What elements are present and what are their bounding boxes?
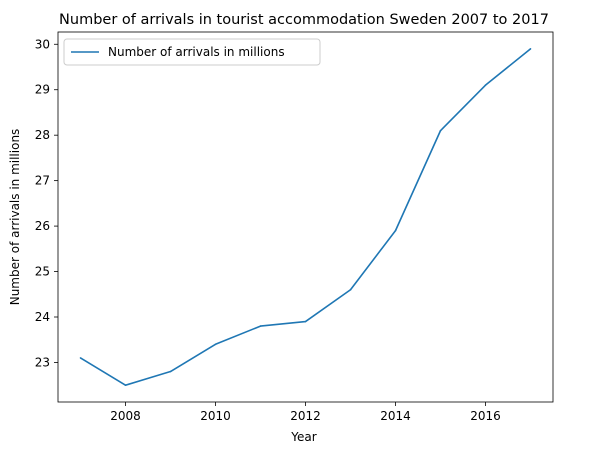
y-axis-label: Number of arrivals in millions bbox=[8, 129, 22, 306]
x-tick-label: 2010 bbox=[200, 409, 231, 423]
legend: Number of arrivals in millions bbox=[63, 38, 321, 66]
data-point bbox=[529, 48, 532, 50]
y-axis: 23 24 25 26 27 28 29 30 bbox=[35, 37, 58, 369]
data-point bbox=[124, 384, 127, 386]
x-tick-label: 2016 bbox=[470, 409, 501, 423]
x-axis-label: Year bbox=[290, 430, 316, 444]
y-tick-label: 29 bbox=[35, 83, 50, 97]
y-tick-label: 25 bbox=[35, 265, 50, 279]
y-tick-label: 27 bbox=[35, 174, 50, 188]
legend-box bbox=[63, 38, 321, 66]
x-tick-label: 2014 bbox=[380, 409, 411, 423]
data-point bbox=[349, 288, 352, 291]
x-tick-label: 2012 bbox=[290, 409, 321, 423]
y-tick-label: 24 bbox=[35, 310, 50, 324]
legend-label: Number of arrivals in millions bbox=[108, 45, 285, 59]
chart-title: Number of arrivals in tourist accommodat… bbox=[59, 12, 549, 28]
x-axis: 2008 2010 2012 2014 2016 bbox=[110, 402, 501, 423]
series-line bbox=[80, 48, 532, 386]
data-point bbox=[214, 343, 217, 346]
plot-area bbox=[57, 31, 554, 403]
data-point bbox=[259, 325, 262, 327]
data-point bbox=[484, 84, 487, 86]
data-point bbox=[304, 320, 307, 323]
y-tick-label: 28 bbox=[35, 128, 50, 142]
data-point bbox=[169, 370, 172, 373]
y-tick-label: 23 bbox=[35, 355, 50, 369]
axes-frame bbox=[57, 31, 554, 403]
data-point bbox=[79, 357, 82, 359]
x-tick-label: 2008 bbox=[110, 409, 141, 423]
data-point bbox=[439, 129, 442, 132]
y-tick-label: 26 bbox=[35, 219, 50, 233]
data-point bbox=[394, 229, 397, 232]
y-tick-label: 30 bbox=[35, 37, 50, 51]
